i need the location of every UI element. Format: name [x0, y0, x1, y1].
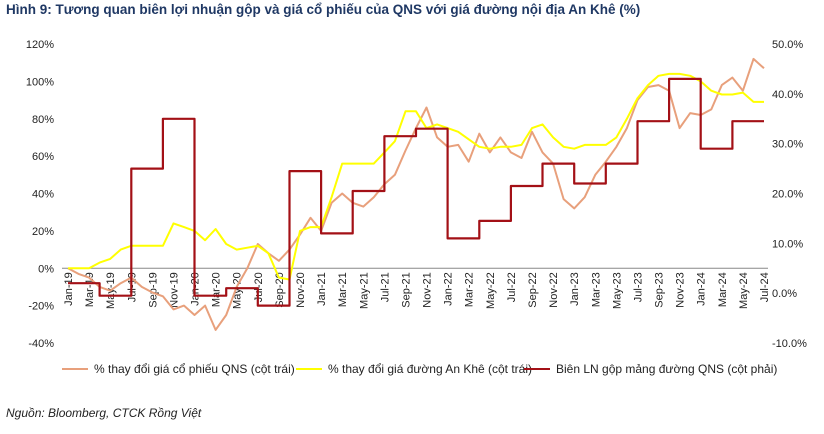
- x-tick-label: Jan-21: [316, 272, 328, 306]
- y-right-tick-label: 0.0%: [772, 288, 797, 300]
- y-right-axis: -10.0% 0.0% 10.0% 20.0% 30.0% 40.0% 50.0%: [772, 39, 807, 350]
- legend: % thay đổi giá cổ phiếu QNS (cột trái) %…: [0, 362, 824, 380]
- y-right-tick-label: 20.0%: [772, 189, 803, 201]
- x-tick-label: Jan-19: [63, 272, 75, 306]
- y-left-tick-label: 0%: [38, 263, 54, 275]
- y-right-tick-label: -10.0%: [772, 338, 807, 350]
- legend-swatch-gross-margin: [524, 368, 550, 370]
- x-tick-label: May-21: [358, 272, 370, 309]
- x-tick-label: Sep-23: [654, 272, 666, 307]
- y-right-tick-label: 10.0%: [772, 238, 803, 250]
- y-left-tick-label: 40%: [32, 189, 54, 201]
- series-line-1: [68, 72, 764, 281]
- x-tick-label: Nov-19: [168, 272, 180, 307]
- legend-swatch-stock-price: [62, 368, 88, 370]
- x-tick-label: Mar-23: [590, 272, 602, 307]
- y-left-tick-label: 20%: [32, 226, 54, 238]
- x-tick-label: Jan-22: [443, 272, 455, 306]
- chart-title: Hình 9: Tương quan biên lợi nhuận gộp và…: [6, 2, 641, 17]
- x-tick-label: Nov-20: [295, 272, 307, 307]
- legend-item-sugar-price: % thay đổi giá đường An Khê (cột trái): [296, 362, 532, 376]
- x-tick-label: Nov-22: [548, 272, 560, 307]
- x-tick-label: Sep-19: [147, 272, 159, 307]
- y-right-tick-label: 40.0%: [772, 89, 803, 101]
- legend-item-gross-margin: Biên LN gộp mảng đường QNS (cột phải): [524, 362, 777, 376]
- x-tick-label: Jan-24: [696, 272, 708, 306]
- x-tick-label: Jul-20: [253, 272, 265, 302]
- series-layer: [67, 57, 765, 331]
- source-note: Nguồn: Bloomberg, CTCK Rồng Việt: [6, 406, 202, 420]
- series-line-2: [68, 77, 764, 307]
- x-tick-label: May-24: [738, 272, 750, 309]
- chart-plot: -40% -20% 0% 20% 40% 60% 80% 100% 120% -10.0% 0.0…: [26, 39, 807, 350]
- y-left-tick-label: -20%: [28, 301, 54, 313]
- x-tick-label: Jul-24: [759, 272, 771, 302]
- legend-swatch-sugar-price: [296, 368, 322, 370]
- y-left-tick-label: 120%: [26, 39, 54, 51]
- y-left-tick-label: 100%: [26, 76, 54, 88]
- legend-label-gross-margin: Biên LN gộp mảng đường QNS (cột phải): [556, 362, 778, 376]
- x-tick-label: Nov-21: [422, 272, 434, 307]
- x-tick-label: Mar-20: [211, 272, 223, 307]
- x-tick-label: Nov-23: [675, 272, 687, 307]
- y-left-tick-label: 60%: [32, 151, 54, 163]
- x-tick-label: May-22: [485, 272, 497, 309]
- legend-label-stock-price: % thay đổi giá cổ phiếu QNS (cột trái): [94, 362, 295, 376]
- legend-label-sugar-price: % thay đổi giá đường An Khê (cột trái): [328, 362, 533, 376]
- x-tick-label: Jul-21: [379, 272, 391, 302]
- y-right-tick-label: 50.0%: [772, 39, 803, 51]
- legend-item-stock-price: % thay đổi giá cổ phiếu QNS (cột trái): [62, 362, 295, 376]
- x-tick-label: Sep-20: [274, 272, 286, 307]
- y-left-tick-label: 80%: [32, 114, 54, 126]
- y-left-tick-label: -40%: [28, 338, 54, 350]
- x-tick-label: Sep-21: [400, 272, 412, 307]
- x-tick-label: Mar-21: [337, 272, 349, 307]
- y-left-axis: -40% -20% 0% 20% 40% 60% 80% 100% 120%: [26, 39, 54, 350]
- x-tick-label: Mar-22: [464, 272, 476, 307]
- x-tick-label: Jan-23: [569, 272, 581, 306]
- x-tick-label: Sep-22: [527, 272, 539, 307]
- x-tick-label: Jul-22: [506, 272, 518, 302]
- x-tick-label: Jul-23: [632, 272, 644, 302]
- x-tick-label: May-23: [611, 272, 623, 309]
- y-right-tick-label: 30.0%: [772, 139, 803, 151]
- x-tick-label: Mar-24: [717, 272, 729, 307]
